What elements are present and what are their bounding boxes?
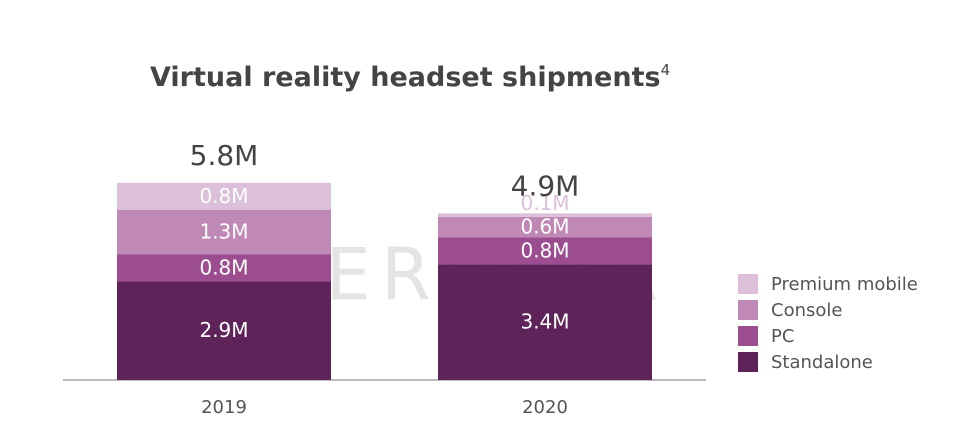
bar-segment <box>438 216 652 238</box>
value-label: 0.6M <box>520 215 569 239</box>
total-label: 4.9M <box>511 169 580 202</box>
value-label: 3.4M <box>520 310 569 334</box>
value-label: 0.8M <box>199 255 248 279</box>
bar-segment <box>438 213 652 217</box>
legend-swatch <box>738 274 758 294</box>
bar-segment <box>438 264 652 380</box>
bar-segment <box>117 254 331 282</box>
legend-swatch <box>738 352 758 372</box>
title-note: 4 <box>661 61 671 79</box>
bar-segment <box>117 182 331 210</box>
value-label: 0.8M <box>520 238 569 262</box>
chart-title: Virtual reality headset shipments4 <box>150 61 670 93</box>
x-tick-label: 2020 <box>522 397 568 418</box>
total-label: 5.8M <box>190 139 259 172</box>
bar-segment <box>438 237 652 265</box>
value-label: 2.9M <box>199 318 248 342</box>
legend-label: Premium mobile <box>771 274 918 295</box>
bar-segment <box>117 281 331 380</box>
legend-swatch <box>738 300 758 320</box>
legend-label: Standalone <box>771 352 873 373</box>
value-label: 0.8M <box>199 184 248 208</box>
legend-label: PC <box>771 326 794 347</box>
legend-swatch <box>738 326 758 346</box>
title-text: Virtual reality headset shipments <box>150 62 661 93</box>
x-tick-label: 2019 <box>201 397 247 418</box>
value-label: 0.1M <box>520 191 569 215</box>
legend-label: Console <box>771 300 842 321</box>
bar-segment <box>117 210 331 255</box>
value-label: 1.3M <box>199 220 248 244</box>
